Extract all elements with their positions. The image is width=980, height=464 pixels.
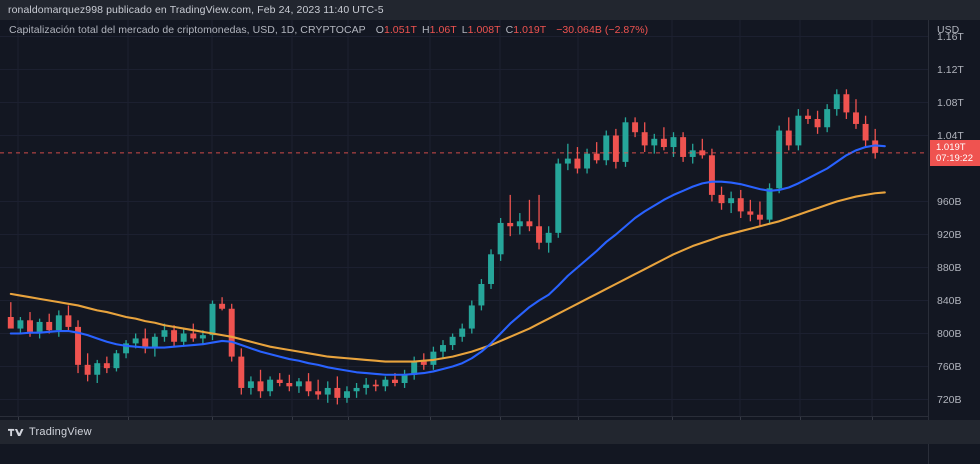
time-tick-mark <box>18 417 19 421</box>
time-tick-mark <box>740 417 741 421</box>
price-tick-label: 920B <box>937 228 962 241</box>
candlestick-chart-svg <box>0 20 928 416</box>
tradingview-logo[interactable]: TradingView <box>0 426 92 438</box>
chart-frame: Capitalización total del mercado de crip… <box>0 20 980 464</box>
attribution-text: ronaldomarquez998 publicado en TradingVi… <box>8 4 384 16</box>
price-tick-label: 800B <box>937 327 962 340</box>
time-tick-mark <box>800 417 801 421</box>
current-price-badge: 1.019T 07:19:22 <box>930 139 980 166</box>
time-tick-mark <box>672 417 673 421</box>
legend-symbol[interactable]: Capitalización total del mercado de crip… <box>9 24 366 36</box>
legend-high-value: 1.06T <box>429 24 457 36</box>
price-tick-label: 1.12T <box>937 63 964 76</box>
price-scale-axis[interactable]: USD 1.16T 1.12T 1.08T 1.04T 960B 920B 880B 840B… <box>928 20 980 464</box>
price-tick-label: 1.16T <box>937 30 964 43</box>
bottom-bar: TradingView <box>0 420 980 444</box>
time-tick-mark <box>578 417 579 421</box>
legend-low-value: 1.008T <box>467 24 501 36</box>
chart-plot-area[interactable] <box>0 20 928 416</box>
time-tick-mark <box>128 417 129 421</box>
legend-open-label: O <box>375 24 384 36</box>
time-tick-mark <box>292 417 293 421</box>
current-price-value: 1.019T <box>936 141 966 153</box>
time-tick-mark <box>348 417 349 421</box>
time-tick-mark <box>212 417 213 421</box>
legend-close-value: 1.019T <box>513 24 547 36</box>
currency-label: USD <box>937 24 960 36</box>
price-tick-label: 760B <box>937 360 962 373</box>
price-tick-label: 960B <box>937 195 962 208</box>
time-tick-mark <box>500 417 501 421</box>
current-price-time: 07:19:22 <box>936 152 973 164</box>
time-tick-mark <box>872 417 873 421</box>
legend-close-label: C <box>505 24 514 36</box>
chart-legend: Capitalización total del mercado de crip… <box>9 24 648 36</box>
price-tick-label: 1.04T <box>937 129 964 142</box>
price-tick-label: 840B <box>937 294 962 307</box>
time-tick-mark <box>430 417 431 421</box>
legend-open-value: 1.051T <box>383 24 417 36</box>
legend-high-label: H <box>421 24 430 36</box>
price-tick-label: 720B <box>937 393 962 406</box>
price-tick-label: 1.08T <box>937 96 964 109</box>
legend-change-value: −30.064B (−2.87%) <box>556 24 649 36</box>
legend-low-label: L <box>461 24 468 36</box>
tradingview-logo-text: TradingView <box>29 426 92 438</box>
tradingview-mark-icon <box>8 428 24 436</box>
attribution-bar: ronaldomarquez998 publicado en TradingVi… <box>0 0 980 20</box>
price-tick-label: 880B <box>937 261 962 274</box>
